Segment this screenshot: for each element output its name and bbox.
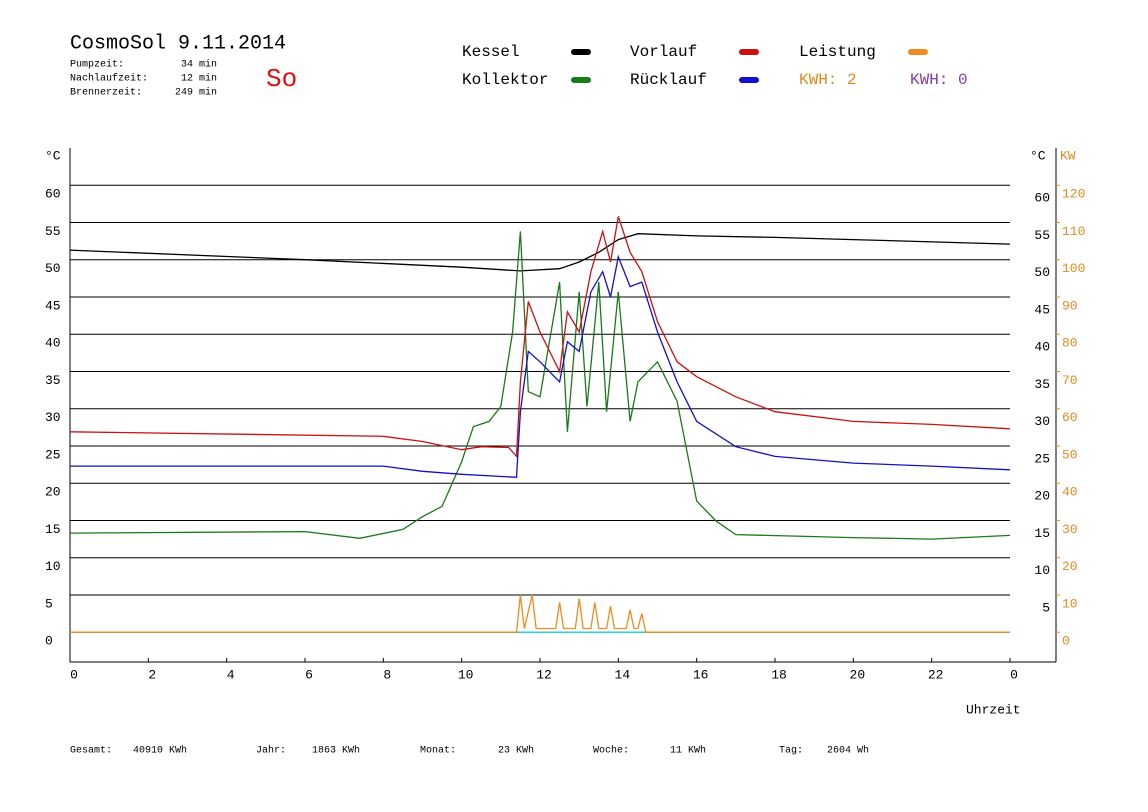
y-tick-label: 35 [45,373,61,388]
y2-celsius-tick-label: 30 [1034,414,1050,429]
y2-celsius-tick-label: 5 [1042,600,1050,615]
y2-celsius-tick-label: 40 [1034,340,1050,355]
y2-tick-label: 110 [1062,224,1085,239]
chart-title: CosmoSol 9.11.2014 [70,32,286,55]
y-tick-label: 25 [45,447,61,462]
kwh-label: KWH: 2 [799,71,857,89]
y2-celsius-tick-label: 50 [1034,265,1050,280]
y2-celsius-tick-label: 10 [1034,563,1050,578]
y2-tick-label: 30 [1062,522,1078,537]
y2-tick-label: 10 [1062,596,1078,611]
x-tick-label: 6 [305,667,313,682]
y2-celsius-tick-label: 15 [1034,526,1050,541]
y2-tick-label: 90 [1062,298,1078,313]
y-tick-label: 55 [45,224,61,239]
x-tick-label: 8 [383,667,391,682]
y-tick-label: 40 [45,336,61,351]
y2-celsius-tick-label: 45 [1034,302,1050,317]
total-value: 40910 KWh [133,745,187,757]
legend-label: Rücklauf [630,71,707,89]
series-line [69,233,1011,272]
y2-tick-label: 0 [1062,634,1070,649]
kwh-label: KWH: 0 [910,71,968,89]
total-label: Gesamt: [70,746,112,757]
total-value: 23 KWh [498,745,534,757]
total-label: Jahr: [256,745,286,757]
total-value: 2604 Wh [827,745,869,757]
y2-tick-label: 80 [1062,336,1078,351]
x-tick-label: 0 [1010,667,1018,682]
x-tick-label: 4 [227,667,235,682]
y2-tick-label: 60 [1062,410,1078,425]
total-value: 11 KWh [670,745,706,757]
y2-celsius-tick-label: 25 [1034,451,1050,466]
stat-value: 249 min [175,87,217,99]
stat-value: 34 min [181,59,217,71]
stat-label: Brennerzeit: [70,87,142,99]
y-tick-label: 60 [45,187,61,202]
total-value: 1863 KWh [312,745,360,757]
day-label: So [266,64,297,94]
y-tick-label: 5 [45,596,53,611]
legend-label: Kessel [462,43,520,61]
series-line [69,216,1011,459]
x-tick-label: 22 [928,667,944,682]
total-label: Tag: [779,746,803,757]
x-tick-label: 16 [693,667,709,682]
stat-label: Nachlaufzeit: [70,73,148,85]
legend-label: Kollektor [462,71,548,89]
total-label: Monat: [420,746,456,757]
series-line [70,254,1011,478]
x-tick-label: 20 [850,667,866,682]
y-axis-label: °C [45,148,61,163]
y-tick-label: 20 [45,485,61,500]
y2-celsius-tick-label: 60 [1034,191,1050,206]
y-tick-label: 45 [45,298,61,313]
y2-tick-label: 20 [1062,559,1078,574]
y2-tick-label: 100 [1062,261,1085,276]
x-tick-label: 12 [536,667,552,682]
y-tick-label: 30 [45,410,61,425]
x-tick-label: 10 [458,667,474,682]
y-tick-label: 15 [45,522,61,537]
legend-label: Leistung [799,43,876,61]
series-line [69,231,1011,540]
y2-celsius-tick-label: 20 [1034,489,1050,504]
total-label: Woche: [593,745,629,757]
y2-tick-label: 40 [1062,485,1078,500]
y2-tick-label: 50 [1062,447,1078,462]
y-tick-label: 0 [45,634,53,649]
x-tick-label: 2 [148,667,156,682]
stat-label: Pumpzeit: [70,59,124,71]
stat-value: 12 min [181,73,217,85]
x-tick-label: 0 [70,667,78,682]
x-axis-label: Uhrzeit [966,702,1021,717]
y2-celsius-tick-label: 55 [1034,228,1050,243]
y-tick-label: 10 [45,559,61,574]
y2-axis-label: KW [1060,148,1076,163]
y2-celsius-tick-label: 35 [1034,377,1050,392]
y2-axis-label: °C [1030,148,1046,163]
series-line [70,594,1010,633]
x-tick-label: 18 [771,667,787,682]
y-tick-label: 50 [45,261,61,276]
y2-tick-label: 70 [1062,373,1078,388]
x-tick-label: 14 [615,667,631,682]
y2-tick-label: 120 [1062,187,1085,202]
legend-label: Vorlauf [630,43,697,61]
